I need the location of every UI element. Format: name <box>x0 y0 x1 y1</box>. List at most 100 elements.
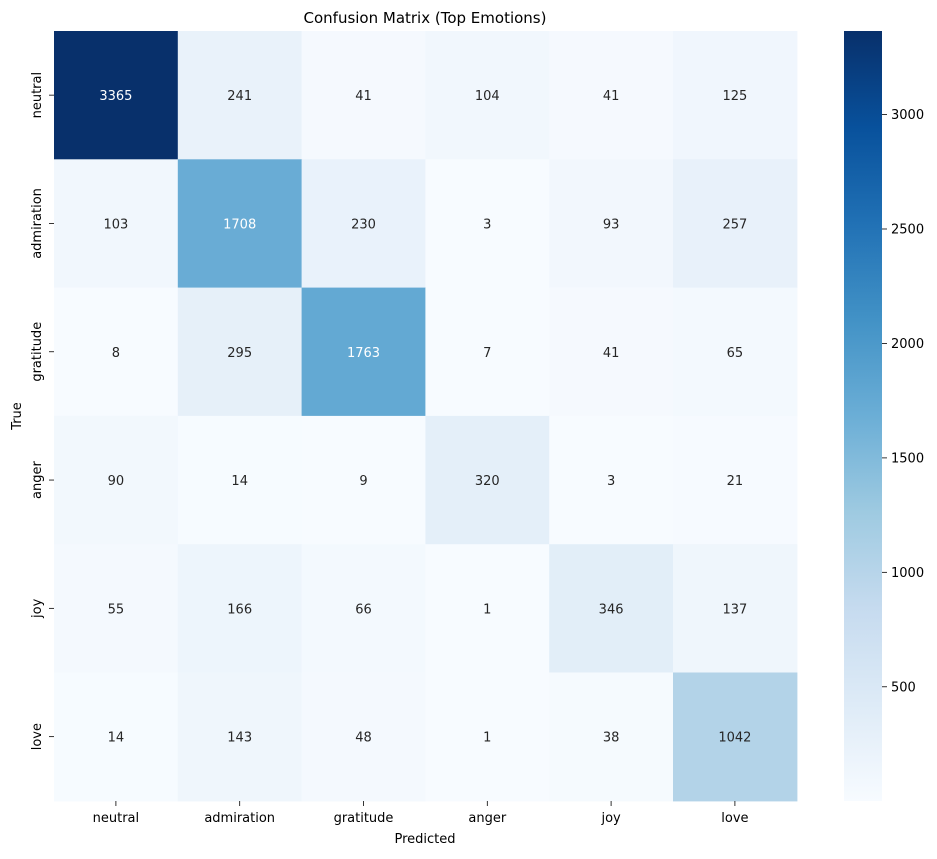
cell-value-label: 90 <box>108 474 125 489</box>
heatmap-cell <box>301 544 426 674</box>
colorbar-ticks: 500 1000 1500 2000 2500 3000 <box>882 108 924 695</box>
cell-value-label: 230 <box>351 217 376 232</box>
x-tick-label: love <box>721 811 748 826</box>
cell-value-label: 1 <box>483 731 491 746</box>
y-tick-label: joy <box>30 598 45 619</box>
y-tick-label: neutral <box>30 72 45 119</box>
colorbar-tick-label: 1000 <box>891 566 924 581</box>
heatmap-cell <box>177 31 303 160</box>
heatmap-cell <box>673 159 798 289</box>
heatmap-cell <box>301 672 426 802</box>
heatmap-cell <box>549 415 674 545</box>
cell-value-label: 166 <box>227 602 252 617</box>
heatmap-cell <box>54 672 179 802</box>
heatmap-cell <box>177 672 303 802</box>
cell-value-label: 3 <box>607 474 615 489</box>
colorbar <box>844 31 882 801</box>
cell-value-label: 55 <box>108 602 125 617</box>
y-axis-ticks: neutral admiration gratitude anger joy love <box>30 72 54 750</box>
cell-value-label: 103 <box>103 217 128 232</box>
colorbar-tick-label: 2500 <box>891 222 924 237</box>
cell-value-label: 48 <box>355 731 372 746</box>
colorbar-tick-label: 2000 <box>891 337 924 352</box>
cell-value-label: 125 <box>722 89 747 104</box>
cell-value-label: 1763 <box>347 346 380 361</box>
heatmap-cell <box>301 415 426 545</box>
cell-value-label: 137 <box>722 602 747 617</box>
heatmap-cell <box>549 31 674 160</box>
heatmap-cell <box>54 415 179 545</box>
y-tick-label: love <box>30 723 45 750</box>
x-tick-label: joy <box>600 811 621 826</box>
colorbar-tick-label: 3000 <box>891 108 924 123</box>
cell-value-label: 65 <box>727 346 744 361</box>
cell-value-label: 104 <box>475 89 500 104</box>
cell-value-label: 3365 <box>99 89 132 104</box>
heatmap-cell <box>673 672 798 802</box>
chart-title: Confusion Matrix (Top Emotions) <box>304 9 547 27</box>
heatmap-cell <box>673 31 798 160</box>
heatmap-cell <box>301 159 426 289</box>
cell-value-label: 41 <box>355 89 372 104</box>
heatmap-cell <box>673 415 798 545</box>
y-tick-label: gratitude <box>30 322 45 382</box>
heatmap-cell <box>177 159 303 289</box>
heatmap-cell <box>301 287 426 417</box>
heatmap-cell <box>549 287 674 417</box>
cell-value-label: 38 <box>603 731 620 746</box>
heatmap-cell <box>301 31 426 160</box>
heatmap-cell <box>54 31 179 160</box>
cell-value-label: 7 <box>483 346 491 361</box>
x-tick-label: admiration <box>204 811 275 826</box>
heatmap-cell <box>425 159 550 289</box>
x-tick-label: anger <box>468 811 506 826</box>
heatmap-cell <box>549 672 674 802</box>
colorbar-tick-label: 500 <box>891 680 916 695</box>
heatmap-cell <box>177 544 303 674</box>
cell-value-label: 93 <box>603 217 620 232</box>
cell-value-label: 346 <box>599 602 624 617</box>
heatmap-cell <box>425 672 550 802</box>
cell-value-label: 257 <box>722 217 747 232</box>
cell-value-label: 3 <box>483 217 491 232</box>
heatmap-cell <box>54 159 179 289</box>
cell-value-label: 143 <box>227 731 252 746</box>
heatmap-cell <box>177 287 303 417</box>
cell-value-label: 241 <box>227 89 252 104</box>
cell-value-label: 21 <box>727 474 744 489</box>
heatmap-cell <box>54 544 179 674</box>
cell-value-label: 8 <box>112 346 120 361</box>
cell-value-label: 41 <box>603 346 620 361</box>
heatmap-cell <box>673 544 798 674</box>
y-tick-label: admiration <box>30 188 45 259</box>
heatmap-cell <box>425 31 550 160</box>
cell-value-label: 295 <box>227 346 252 361</box>
cell-value-label: 14 <box>231 474 248 489</box>
x-axis-label: Predicted <box>394 832 455 847</box>
heatmap-cell <box>673 287 798 417</box>
cell-value-label: 66 <box>355 602 372 617</box>
heatmap-cell <box>549 159 674 289</box>
cell-value-label: 1708 <box>223 217 256 232</box>
x-tick-label: neutral <box>93 811 140 826</box>
heatmap-cell <box>425 287 550 417</box>
x-axis-ticks: neutral admiration gratitude anger joy love <box>93 801 749 826</box>
heatmap-cell <box>549 544 674 674</box>
y-tick-label: anger <box>30 461 45 499</box>
heatmap-cell <box>425 415 550 545</box>
cell-value-label: 41 <box>603 89 620 104</box>
y-axis-label: True <box>10 402 25 431</box>
cell-value-label: 9 <box>359 474 367 489</box>
cell-value-label: 320 <box>475 474 500 489</box>
cell-value-label: 1042 <box>718 731 751 746</box>
colorbar-tick-label: 1500 <box>891 451 924 466</box>
x-tick-label: gratitude <box>334 811 394 826</box>
heatmap-cell <box>177 415 303 545</box>
cell-value-label: 1 <box>483 602 491 617</box>
heatmap-cell <box>54 287 179 417</box>
cell-value-label: 14 <box>108 731 125 746</box>
heatmap-cell <box>425 544 550 674</box>
